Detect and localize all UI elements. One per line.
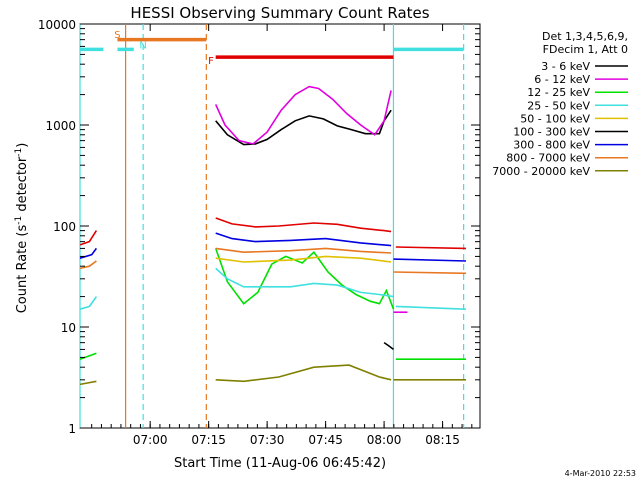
y-axis-label: Count Rate (s-1 detector-1) <box>14 143 30 314</box>
series-6-segment-1 <box>215 232 392 247</box>
y-tick-label-3: 1000 <box>45 119 76 133</box>
legend-label-1: 6 - 12 keV <box>534 73 590 86</box>
legend-label-8: 7000 - 20000 keV <box>492 165 590 178</box>
legend-label-2: 12 - 25 keV <box>527 86 590 99</box>
y-axis-ticks: 1 10 100 1000 10000 <box>38 18 480 436</box>
series-9-segment-2 <box>395 246 467 250</box>
series-4-segment-0 <box>215 255 392 263</box>
legend-header-0: Det 1,3,4,5,6,9, <box>542 30 628 43</box>
series-2-segment-1 <box>214 248 395 310</box>
flag-label-0: S <box>114 30 120 41</box>
x-tick-label-4: 08:00 <box>367 433 402 447</box>
legend-header-1: FDecim 1, Att 0 <box>543 43 628 56</box>
flag-label-2: F <box>208 56 214 67</box>
y-tick-label-1: 10 <box>61 321 76 335</box>
x-tick-label-0: 07:00 <box>133 433 168 447</box>
series-3-segment-1 <box>215 267 394 298</box>
flag-label-1: N <box>139 41 146 52</box>
series-2-segment-0 <box>79 352 97 360</box>
series-7-segment-1 <box>215 247 392 254</box>
x-tick-label-5: 08:15 <box>425 433 460 447</box>
y-axis-label-sup1: -1 <box>14 216 24 225</box>
series-9-segment-1 <box>215 217 392 233</box>
chart-title: HESSI Observing Summary Count Rates <box>130 4 429 22</box>
series-8-segment-0 <box>79 380 97 386</box>
x-tick-label-2: 07:30 <box>250 433 285 447</box>
series-6-segment-2 <box>393 258 467 262</box>
x-tick-label-1: 07:15 <box>191 433 226 447</box>
series-8-segment-1 <box>215 364 392 383</box>
series-7-segment-0 <box>79 260 97 270</box>
series-3-segment-2 <box>395 305 467 310</box>
legend: Det 1,3,4,5,6,9,FDecim 1, Att 0 3 - 6 keV… <box>492 30 628 178</box>
series-5-segment-0 <box>383 341 394 351</box>
plot-area: S N F <box>79 23 481 429</box>
y-axis-label-mid: detector <box>15 156 30 216</box>
legend-label-6: 300 - 800 keV <box>513 139 590 152</box>
x-axis-label: Start Time (11-Aug-06 06:45:42) <box>174 456 386 471</box>
series-1-segment-0 <box>214 85 392 145</box>
legend-label-3: 25 - 50 keV <box>527 99 590 112</box>
series-7-segment-2 <box>393 271 467 275</box>
footer-date: 4-Mar-2010 22:53 <box>565 469 636 478</box>
y-axis-label-end: ) <box>15 143 30 148</box>
series-6-segment-0 <box>79 247 98 259</box>
y-axis-label-sup2: -1 <box>14 148 24 157</box>
y-axis-label-main: Count Rate (s <box>15 225 30 314</box>
y-tick-label-4: 10000 <box>38 18 76 32</box>
y-tick-label-2: 100 <box>53 220 76 234</box>
y-tick-label-0: 1 <box>68 422 76 436</box>
series-9-segment-0 <box>79 230 98 246</box>
x-axis-ticks: 07:00 07:15 07:30 07:45 08:00 08:15 <box>91 24 473 447</box>
legend-label-0: 3 - 6 keV <box>541 60 590 73</box>
legend-label-4: 50 - 100 keV <box>520 112 590 125</box>
x-tick-label-3: 07:45 <box>308 433 343 447</box>
legend-label-5: 100 - 300 keV <box>513 126 590 139</box>
legend-label-7: 800 - 7000 keV <box>506 152 590 165</box>
series-3-segment-0 <box>79 296 98 310</box>
